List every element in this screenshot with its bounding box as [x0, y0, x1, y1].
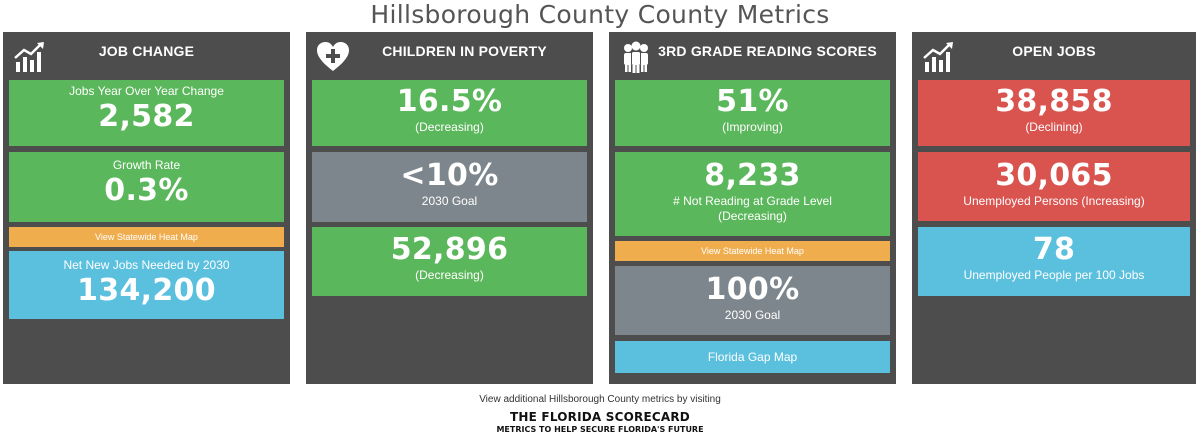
metric-value: 16.5% [396, 84, 503, 119]
metric-label: Growth Rate [112, 158, 181, 172]
panel-header: OPEN JOBS [912, 32, 1196, 76]
florida-scorecard-logo-link[interactable]: THE FLORIDA SCORECARD [510, 410, 690, 424]
panel-header: CHILDREN IN POVERTY [306, 32, 593, 76]
metric-value: 30,065 [995, 158, 1113, 193]
panel-header: 3RD GRADE READING SCORES [609, 32, 896, 76]
metric-value: 134,200 [77, 273, 216, 308]
chart-growth-icon [14, 42, 44, 72]
metric-label: (Improving) [722, 120, 783, 134]
statewide-heat-map-link[interactable]: View Statewide Heat Map [9, 227, 284, 247]
metric-tile: Jobs Year Over Year Change 2,582 [9, 80, 284, 146]
page-title: Hillsborough County County Metrics [370, 0, 830, 29]
panel-title: OPEN JOBS [1012, 43, 1096, 59]
metric-label: 2030 Goal [724, 308, 781, 322]
florida-scorecard-tagline: METRICS TO HELP SECURE FLORIDA'S FUTURE [496, 425, 704, 434]
metric-label: (Decreasing) [415, 268, 484, 282]
metric-label: (Decreasing) [415, 120, 484, 134]
panel-children-in-poverty: CHILDREN IN POVERTY 16.5% (Decreasing) <… [306, 32, 593, 384]
metric-value: 78 [1032, 232, 1076, 267]
metric-trend-label: (Decreasing) [718, 209, 787, 223]
metric-label: # Not Reading at Grade Level [673, 194, 832, 208]
metric-label: Jobs Year Over Year Change [69, 84, 224, 98]
heart-plus-icon [317, 42, 349, 71]
metric-label: Net New Jobs Needed by 2030 [63, 258, 230, 272]
florida-gap-map-link[interactable]: Florida Gap Map [615, 341, 890, 373]
metric-label: 2030 Goal [421, 194, 478, 208]
metric-tile: Net New Jobs Needed by 2030 134,200 [9, 251, 284, 319]
metric-tile: 78 Unemployed People per 100 Jobs [918, 227, 1190, 296]
metric-tile: 30,065 Unemployed Persons (Increasing) [918, 152, 1190, 221]
metric-value: <10% [400, 158, 499, 193]
metric-value: 52,896 [390, 232, 509, 267]
metric-value: 38,858 [995, 84, 1113, 119]
people-group-icon [624, 41, 648, 73]
panel-reading-scores: 3RD GRADE READING SCORES 51% (Improving)… [609, 32, 896, 384]
chart-growth-icon [923, 42, 953, 72]
metric-tile: 100% 2030 Goal [615, 266, 890, 335]
metric-label: Unemployed Persons (Increasing) [963, 194, 1145, 208]
metric-tile: 8,233 # Not Reading at Grade Level (Decr… [615, 152, 890, 236]
footer-note: View additional Hillsborough County metr… [479, 394, 721, 405]
metric-value: 100% [705, 272, 800, 307]
metric-value: 51% [716, 84, 789, 119]
panel-title: 3RD GRADE READING SCORES [658, 43, 877, 59]
metric-tile: 16.5% (Decreasing) [312, 80, 587, 146]
metric-value: 8,233 [704, 158, 801, 193]
panel-open-jobs: OPEN JOBS 38,858 (Declining) 30,065 Unem… [912, 32, 1196, 384]
panel-job-change: JOB CHANGE Jobs Year Over Year Change 2,… [3, 32, 290, 384]
panel-title: CHILDREN IN POVERTY [382, 43, 547, 59]
metric-tile: <10% 2030 Goal [312, 152, 587, 222]
panel-title: JOB CHANGE [98, 43, 195, 59]
panel-header: JOB CHANGE [3, 32, 290, 76]
metric-tile: 38,858 (Declining) [918, 80, 1190, 146]
metric-value: 0.3% [104, 173, 189, 208]
metric-label: Unemployed People per 100 Jobs [963, 268, 1145, 282]
metric-value: 2,582 [98, 99, 195, 134]
statewide-heat-map-link[interactable]: View Statewide Heat Map [615, 241, 890, 261]
metric-tile: Growth Rate 0.3% [9, 152, 284, 222]
metric-label: (Declining) [1025, 120, 1083, 134]
metric-tile: 51% (Improving) [615, 80, 890, 146]
metric-tile: 52,896 (Decreasing) [312, 227, 587, 296]
